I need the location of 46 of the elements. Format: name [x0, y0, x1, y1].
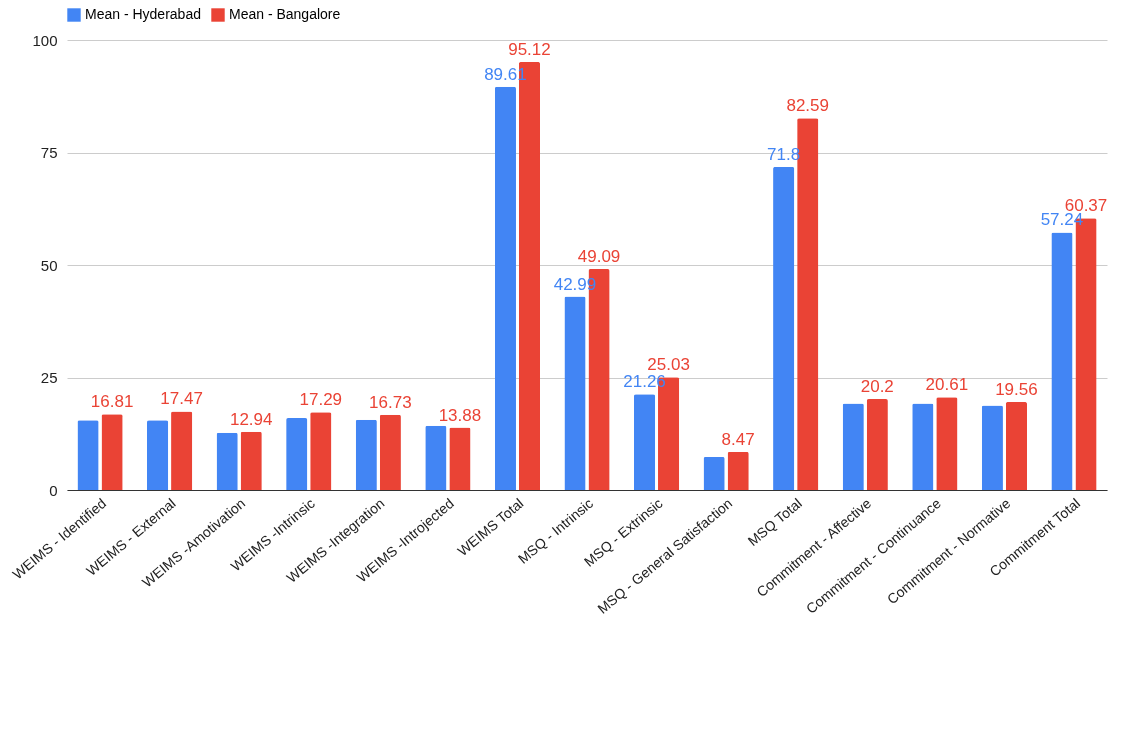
- bar: [981, 405, 1003, 490]
- bar: [77, 420, 99, 490]
- bar: [727, 451, 749, 490]
- y-tick-label: 25: [40, 369, 58, 386]
- bar: [310, 412, 332, 490]
- bar: [216, 432, 238, 490]
- bar: [355, 419, 377, 490]
- bar: [633, 394, 656, 490]
- y-tick-label: 75: [40, 144, 58, 161]
- data-label: 16.73: [369, 392, 412, 412]
- data-label: 12.94: [229, 409, 273, 429]
- data-label: 95.12: [508, 39, 551, 59]
- bar: [379, 414, 401, 490]
- y-tick-label: 100: [32, 31, 58, 49]
- y-tick-label: 50: [40, 256, 58, 274]
- data-label: 20.61: [925, 375, 969, 395]
- bar: [494, 86, 516, 490]
- bar: [936, 397, 958, 490]
- data-label: 20.2: [860, 377, 894, 397]
- bar: [286, 418, 308, 490]
- data-label: 17.47: [160, 389, 203, 409]
- legend-label: Mean - Bangalore: [229, 6, 341, 22]
- data-label: 16.81: [90, 392, 134, 412]
- bar: [147, 420, 169, 490]
- data-label: 25.03: [647, 355, 690, 375]
- bar: [425, 425, 447, 490]
- bar: [564, 296, 586, 490]
- bar: [912, 403, 934, 490]
- bar: [773, 166, 795, 490]
- data-label: 49.09: [577, 247, 621, 267]
- data-label: 82.59: [786, 96, 829, 116]
- data-label: 13.88: [438, 405, 482, 425]
- bar: [171, 411, 193, 490]
- bar: [101, 414, 123, 490]
- data-label: 19.56: [995, 379, 1038, 399]
- bar: [240, 431, 262, 490]
- data-label: 17.29: [299, 390, 343, 410]
- bar: [842, 403, 864, 490]
- y-tick-label: 0: [49, 481, 58, 499]
- legend-label: Mean - Hyderabad: [85, 6, 201, 22]
- bar: [1051, 232, 1073, 490]
- bar: [1005, 401, 1027, 490]
- bar: [703, 456, 725, 490]
- data-label: 8.47: [721, 429, 755, 449]
- bar: [449, 427, 471, 490]
- bar: [866, 399, 888, 490]
